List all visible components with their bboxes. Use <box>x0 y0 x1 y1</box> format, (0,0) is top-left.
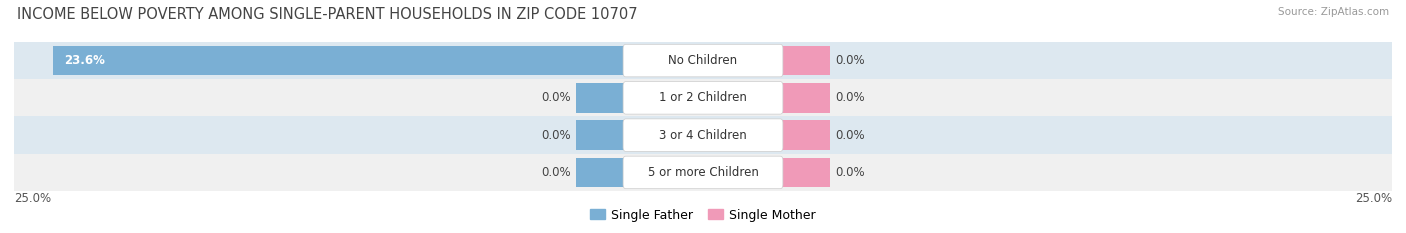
Text: Source: ZipAtlas.com: Source: ZipAtlas.com <box>1278 7 1389 17</box>
Text: 1 or 2 Children: 1 or 2 Children <box>659 91 747 104</box>
FancyBboxPatch shape <box>14 154 1392 191</box>
Text: 0.0%: 0.0% <box>541 129 571 142</box>
Text: 0.0%: 0.0% <box>835 54 865 67</box>
Bar <box>576 158 626 187</box>
Text: 5 or more Children: 5 or more Children <box>648 166 758 179</box>
FancyBboxPatch shape <box>623 156 783 189</box>
Bar <box>780 83 830 113</box>
Bar <box>576 120 626 150</box>
FancyBboxPatch shape <box>623 82 783 114</box>
FancyBboxPatch shape <box>623 44 783 77</box>
Text: 0.0%: 0.0% <box>835 129 865 142</box>
Text: No Children: No Children <box>668 54 738 67</box>
Text: 0.0%: 0.0% <box>541 91 571 104</box>
Bar <box>780 120 830 150</box>
Text: INCOME BELOW POVERTY AMONG SINGLE-PARENT HOUSEHOLDS IN ZIP CODE 10707: INCOME BELOW POVERTY AMONG SINGLE-PARENT… <box>17 7 637 22</box>
Text: 3 or 4 Children: 3 or 4 Children <box>659 129 747 142</box>
Bar <box>780 158 830 187</box>
FancyBboxPatch shape <box>14 79 1392 116</box>
Bar <box>576 83 626 113</box>
Legend: Single Father, Single Mother: Single Father, Single Mother <box>585 204 821 226</box>
Text: 0.0%: 0.0% <box>541 166 571 179</box>
FancyBboxPatch shape <box>14 116 1392 154</box>
Text: 25.0%: 25.0% <box>14 192 51 205</box>
Bar <box>780 46 830 75</box>
FancyBboxPatch shape <box>623 119 783 151</box>
Text: 0.0%: 0.0% <box>835 91 865 104</box>
FancyBboxPatch shape <box>14 42 1392 79</box>
Text: 0.0%: 0.0% <box>835 166 865 179</box>
Text: 23.6%: 23.6% <box>63 54 104 67</box>
Bar <box>52 46 626 75</box>
Text: 25.0%: 25.0% <box>1355 192 1392 205</box>
